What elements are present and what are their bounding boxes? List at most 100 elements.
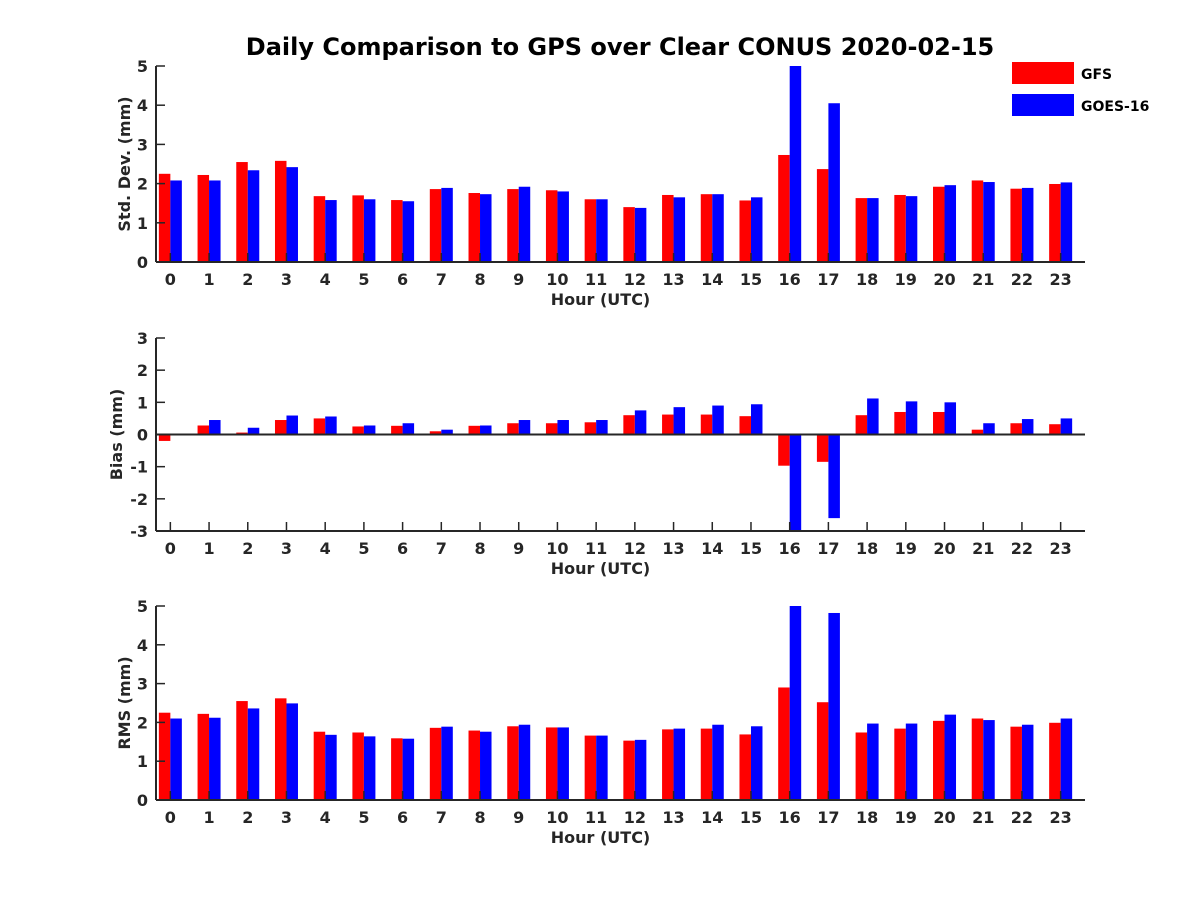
- bar-goes-16-hour-8: [480, 425, 492, 435]
- bar-gfs-hour-12: [623, 740, 635, 800]
- x-tick-label: 2: [242, 808, 253, 827]
- x-axis-label: Hour (UTC): [551, 828, 651, 847]
- bar-goes-16-hour-23: [1060, 718, 1073, 800]
- y-tick-label: -3: [130, 522, 148, 541]
- x-tick-label: 14: [701, 808, 723, 827]
- bar-goes-16-hour-6: [402, 738, 415, 800]
- bar-gfs-hour-15: [739, 734, 751, 800]
- bar-goes-16-hour-18: [867, 198, 879, 262]
- x-tick-label: 22: [1011, 270, 1033, 289]
- bar-gfs-hour-7: [429, 431, 442, 435]
- bar-gfs-hour-14: [700, 728, 713, 800]
- bar-gfs-hour-13: [662, 729, 674, 800]
- bar-goes-16-hour-16: [789, 66, 802, 262]
- x-tick-label: 21: [972, 539, 994, 558]
- bar-goes-16-hour-9: [518, 724, 531, 800]
- bar-goes-16-hour-10: [557, 191, 569, 262]
- x-tick-label: 16: [779, 270, 801, 289]
- y-tick-label: 2: [137, 361, 148, 380]
- x-tick-label: 1: [203, 539, 214, 558]
- bar-goes-16-hour-15: [750, 726, 763, 800]
- bar-gfs-hour-14: [700, 414, 713, 435]
- bar-gfs-hour-21: [971, 180, 984, 262]
- y-tick-label: 3: [137, 135, 148, 154]
- bar-goes-16-hour-5: [363, 736, 376, 800]
- x-tick-label: 13: [662, 808, 684, 827]
- bar-goes-16-hour-4: [325, 734, 337, 800]
- chart-title: Daily Comparison to GPS over Clear CONUS…: [246, 33, 994, 61]
- bar-gfs-hour-23: [1049, 183, 1061, 262]
- bar-goes-16-hour-14: [712, 194, 724, 262]
- bar-gfs-hour-1: [197, 174, 210, 262]
- x-tick-label: 8: [474, 808, 485, 827]
- bar-goes-16-hour-20: [944, 185, 957, 262]
- bar-gfs-hour-20: [933, 411, 945, 435]
- x-tick-label: 12: [624, 808, 646, 827]
- x-tick-label: 14: [701, 539, 723, 558]
- bar-gfs-hour-5: [352, 732, 364, 800]
- y-tick-label: 1: [137, 393, 148, 412]
- x-tick-label: 4: [320, 808, 331, 827]
- bar-gfs-hour-2: [236, 162, 248, 262]
- bar-goes-16-hour-9: [518, 186, 531, 262]
- bar-gfs-hour-12: [623, 207, 635, 262]
- bar-goes-16-hour-14: [712, 724, 724, 800]
- bar-gfs-hour-6: [391, 425, 403, 435]
- bar-gfs-hour-4: [313, 418, 326, 435]
- bar-gfs-hour-9: [507, 423, 519, 435]
- bar-gfs-hour-9: [507, 189, 519, 262]
- bar-goes-16-hour-4: [325, 200, 337, 262]
- x-tick-label: 20: [933, 808, 955, 827]
- bar-gfs-hour-8: [468, 425, 481, 435]
- bar-gfs-hour-18: [855, 732, 868, 800]
- bar-gfs-hour-4: [313, 196, 326, 262]
- bar-gfs-hour-13: [662, 414, 674, 435]
- bar-goes-16-hour-19: [905, 196, 918, 262]
- x-tick-label: 6: [397, 808, 408, 827]
- y-tick-label: 1: [137, 214, 148, 233]
- x-tick-label: 6: [397, 270, 408, 289]
- bar-gfs-hour-15: [739, 200, 751, 262]
- bar-gfs-hour-18: [855, 198, 868, 262]
- x-tick-label: 5: [358, 270, 369, 289]
- bar-goes-16-hour-3: [286, 703, 298, 800]
- y-tick-label: 0: [137, 426, 148, 445]
- x-tick-label: 22: [1011, 808, 1033, 827]
- bar-goes-16-hour-5: [363, 425, 376, 435]
- bar-goes-16-hour-22: [1021, 187, 1034, 262]
- bar-goes-16-hour-0: [170, 180, 182, 262]
- y-tick-label: 4: [137, 636, 148, 655]
- bar-gfs-hour-23: [1049, 722, 1061, 800]
- bar-goes-16-hour-13: [673, 728, 686, 800]
- bar-goes-16-hour-19: [905, 401, 918, 435]
- bar-goes-16-hour-2: [247, 170, 260, 262]
- x-tick-label: 3: [281, 270, 292, 289]
- bar-gfs-hour-3: [274, 160, 287, 262]
- bar-goes-16-hour-21: [983, 423, 995, 435]
- x-tick-label: 17: [817, 539, 839, 558]
- bar-goes-16-hour-11: [596, 199, 608, 262]
- x-tick-label: 6: [397, 539, 408, 558]
- x-tick-label: 9: [513, 270, 524, 289]
- bar-goes-16-hour-13: [673, 407, 686, 435]
- bar-gfs-hour-15: [739, 416, 751, 435]
- bar-gfs-hour-11: [584, 422, 597, 435]
- bar-gfs-hour-7: [429, 189, 442, 262]
- bar-gfs-hour-17: [816, 434, 829, 462]
- bar-goes-16-hour-11: [596, 420, 608, 435]
- bar-goes-16-hour-4: [325, 416, 337, 435]
- x-tick-label: 2: [242, 270, 253, 289]
- bar-gfs-hour-12: [623, 415, 635, 435]
- x-tick-label: 11: [585, 270, 607, 289]
- bar-goes-16-hour-8: [480, 194, 492, 262]
- bar-gfs-hour-19: [894, 411, 906, 435]
- bar-goes-16-hour-3: [286, 415, 298, 435]
- x-tick-label: 15: [740, 539, 762, 558]
- x-axis-label: Hour (UTC): [551, 290, 651, 309]
- x-tick-label: 11: [585, 539, 607, 558]
- bar-goes-16-hour-7: [441, 726, 453, 800]
- y-tick-label: 2: [137, 713, 148, 732]
- bar-goes-16-hour-12: [634, 410, 647, 435]
